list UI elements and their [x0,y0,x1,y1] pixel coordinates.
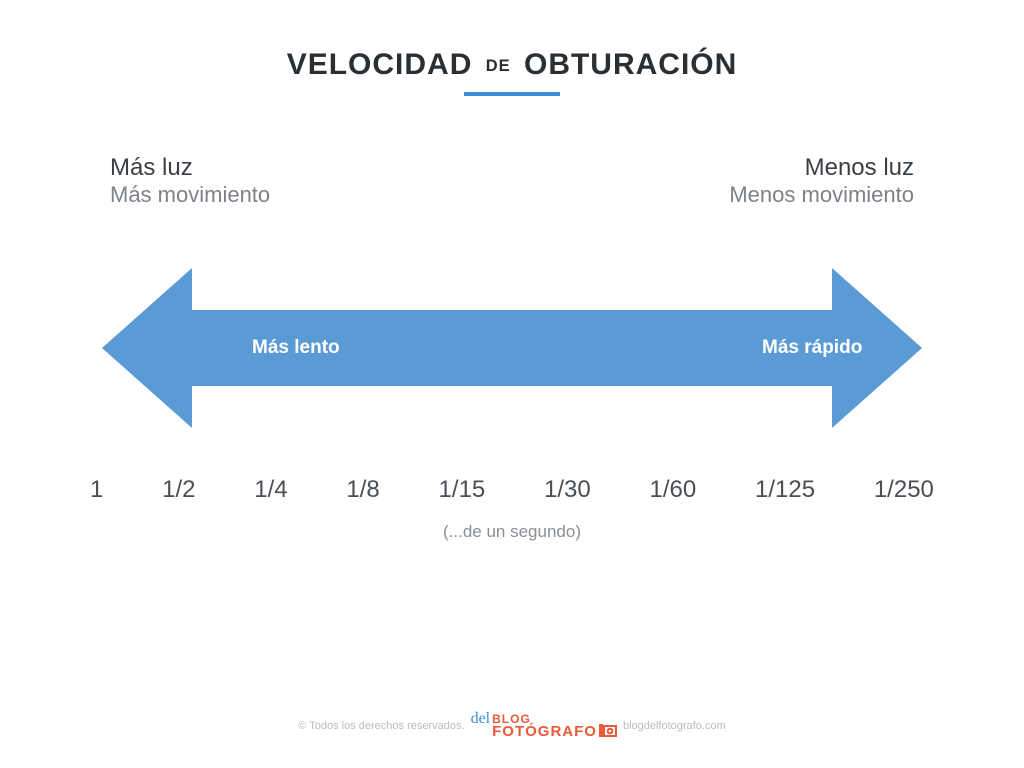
scale-value: 1/60 [650,476,697,504]
label-right-line1: Menos luz [729,154,914,182]
label-right-line2: Menos movimiento [729,182,914,208]
label-right: Menos luz Menos movimiento [729,154,914,208]
scale-caption: (...de un segundo) [0,522,1024,542]
arrow-label-left: Más lento [252,337,340,359]
scale-value: 1/250 [874,476,934,504]
page-title: VELOCIDAD DE OBTURACIÓN [0,48,1024,82]
scale-value: 1/4 [254,476,287,504]
labels-row: Más luz Más movimiento Menos luz Menos m… [0,154,1024,208]
scale-row: 1 1/2 1/4 1/8 1/15 1/30 1/60 1/125 1/250 [0,476,1024,504]
scale-value: 1/15 [439,476,486,504]
arrow-container: Más lento Más rápido [0,268,1024,428]
site-url: blogdelfotografo.com [623,720,726,732]
footer: © Todos los derechos reservados. del BLO… [0,711,1024,740]
scale-value: 1 [90,476,103,504]
scale-value: 1/30 [544,476,591,504]
scale-value: 1/2 [162,476,195,504]
footer-line: © Todos los derechos reservados. del BLO… [0,711,1024,740]
site-logo: del BLOG FOTÓGRAFO [471,711,617,740]
label-left-line2: Más movimiento [110,182,270,208]
logo-stack: BLOG FOTÓGRAFO [492,714,617,740]
arrow-label-right: Más rápido [762,337,862,359]
logo-fotografo: FOTÓGRAFO [492,723,597,740]
label-left-line1: Más luz [110,154,270,182]
title-connector: DE [486,57,511,75]
title-word2: OBTURACIÓN [524,48,737,81]
scale-value: 1/125 [755,476,815,504]
logo-fot-row: FOTÓGRAFO [492,724,617,740]
scale-value: 1/8 [346,476,379,504]
title-underline [464,92,560,96]
logo-del: del [471,711,491,727]
camera-icon [599,724,617,740]
title-block: VELOCIDAD DE OBTURACIÓN [0,0,1024,96]
label-left: Más luz Más movimiento [110,154,270,208]
title-word1: VELOCIDAD [287,48,473,81]
copyright-text: © Todos los derechos reservados. [298,720,464,732]
